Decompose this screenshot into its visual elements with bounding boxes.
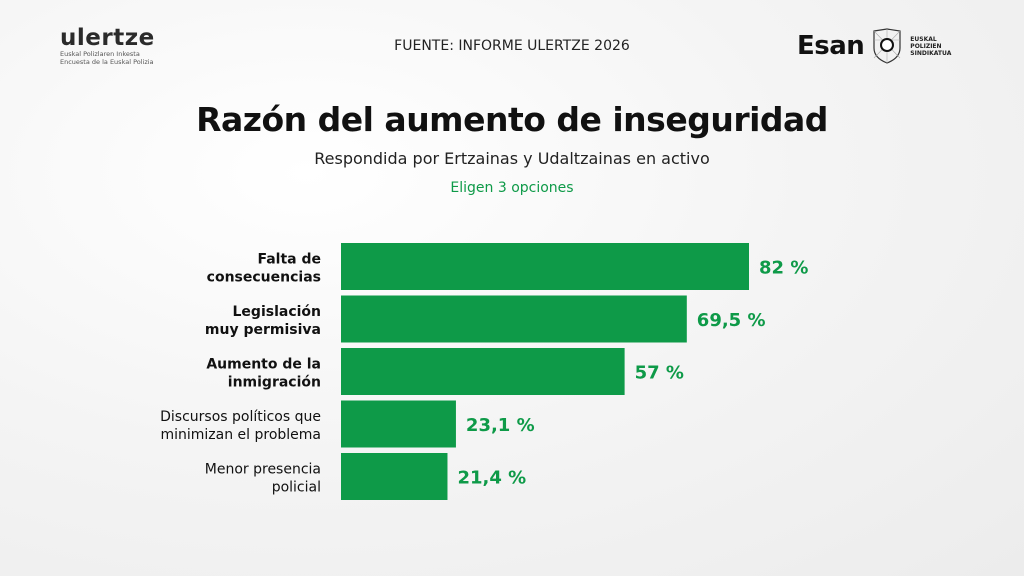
category-label: muy permisiva	[205, 322, 321, 338]
bar	[341, 243, 749, 290]
chart-title: Razón del aumento de inseguridad	[196, 100, 828, 139]
logo-name: ulertze	[60, 25, 155, 51]
category-label: consecuencias	[207, 270, 321, 286]
data-label: 57 %	[635, 363, 684, 384]
esan-wordmark: Esan	[797, 31, 865, 61]
chart-subtitle: Respondida por Ertzainas y Udaltzainas e…	[314, 149, 710, 168]
logo-line2: Encuesta de la Euskal Polizia	[60, 58, 154, 66]
data-label: 82 %	[759, 258, 808, 279]
org-line: EUSKAL	[910, 35, 937, 43]
org-line: POLIZIEN	[910, 42, 942, 50]
chart-note: Eligen 3 opciones	[450, 180, 574, 196]
category-label: Aumento de la	[206, 357, 321, 373]
category-label: policial	[272, 480, 321, 496]
bar	[341, 348, 625, 395]
category-label: minimizan el problema	[160, 427, 321, 443]
bar	[341, 295, 687, 343]
category-label: Falta de	[257, 252, 321, 268]
category-label: Legislación	[233, 304, 322, 320]
org-name: EUSKAL POLIZIEN SINDIKATUA	[910, 36, 951, 57]
logo-line1: Euskal Polizlaren Inkesta	[60, 50, 140, 58]
bar	[341, 453, 448, 500]
source-label: FUENTE: INFORME ULERTZE 2026	[394, 38, 630, 54]
esan-logo: Esan EUSKAL POLIZIEN SINDIKATUA	[797, 28, 951, 64]
data-label: 69,5 %	[697, 310, 766, 331]
ulertze-logo: ulertze Euskal Polizlaren Inkesta Encues…	[60, 26, 155, 66]
data-label: 21,4 %	[457, 468, 526, 489]
category-label: inmigración	[228, 375, 321, 391]
data-label: 23,1 %	[466, 415, 535, 436]
category-label: Discursos políticos que	[160, 409, 321, 425]
category-label: Menor presencia	[205, 462, 321, 478]
shield-icon	[873, 28, 901, 64]
org-line: SINDIKATUA	[910, 49, 952, 57]
bar	[341, 400, 456, 448]
